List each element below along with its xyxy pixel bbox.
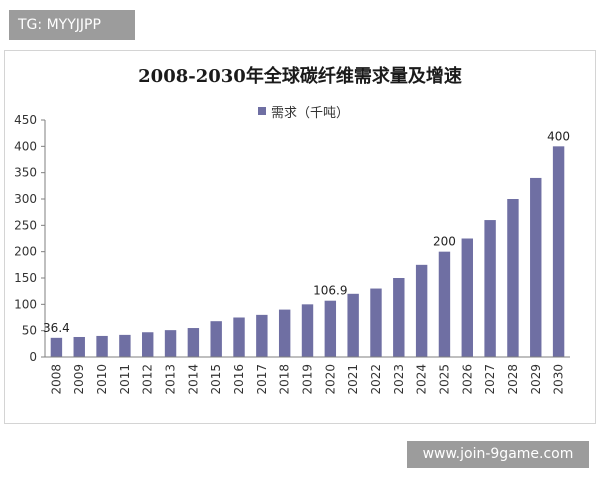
y-tick-label: 50 (22, 324, 37, 338)
bar (96, 335, 108, 357)
bar (50, 337, 63, 357)
x-tick-label: 2013 (164, 364, 178, 395)
bar (530, 177, 542, 357)
data-label: 200 (433, 235, 456, 249)
legend-label: 需求（千吨） (271, 105, 350, 121)
y-tick-label: 250 (14, 218, 37, 232)
bar (301, 304, 314, 357)
x-tick-label: 2026 (460, 364, 474, 395)
x-tick-label: 2017 (255, 364, 269, 395)
x-tick-label: 2025 (437, 364, 451, 395)
x-tick-label: 2009 (72, 364, 86, 395)
bar (552, 146, 565, 357)
watermark-top: TG: MYYJJPP (9, 10, 135, 40)
x-tick-label: 2027 (483, 364, 497, 395)
bar (256, 314, 268, 357)
y-tick-label: 100 (14, 297, 37, 311)
y-tick-label: 200 (14, 245, 37, 259)
bar (119, 334, 131, 357)
chart-frame (4, 50, 596, 424)
bar (370, 288, 382, 357)
bar (142, 332, 154, 357)
x-tick-label: 2028 (506, 364, 520, 395)
bar (164, 330, 177, 357)
data-label: 106.9 (313, 284, 347, 298)
bar (233, 317, 245, 357)
bar (461, 238, 473, 357)
bar (324, 300, 337, 357)
bar (347, 293, 359, 357)
y-tick-label: 150 (14, 271, 37, 285)
x-tick-label: 2010 (95, 364, 109, 395)
y-tick-label: 400 (14, 139, 37, 153)
x-tick-label: 2021 (346, 364, 360, 395)
x-tick-label: 2019 (301, 364, 315, 395)
x-tick-label: 2014 (186, 364, 200, 395)
data-label: 400 (547, 129, 570, 143)
legend: 需求（千吨） (258, 102, 350, 121)
y-tick-label: 300 (14, 192, 37, 206)
x-tick-label: 2016 (232, 364, 246, 395)
x-tick-label: 2018 (278, 364, 292, 395)
bar (484, 220, 496, 357)
legend-swatch (258, 107, 266, 115)
x-tick-label: 2029 (529, 364, 543, 395)
bar (507, 199, 519, 357)
y-tick-label: 450 (14, 113, 37, 127)
x-tick-label: 2030 (552, 364, 566, 395)
x-tick-label: 2020 (323, 364, 337, 395)
x-tick-label: 2022 (369, 364, 383, 395)
bar (73, 336, 85, 357)
bar (393, 278, 405, 357)
chart-title: 2008-2030年全球碳纤维需求量及增速 (138, 66, 462, 87)
y-tick-label: 0 (29, 350, 37, 364)
watermark-bottom: www.join-9game.com (407, 441, 589, 468)
x-tick-label: 2011 (118, 364, 132, 395)
bar (187, 328, 200, 357)
bar (438, 251, 451, 357)
bar (415, 264, 428, 357)
x-tick-label: 2008 (49, 364, 63, 395)
bar (278, 309, 291, 357)
data-label: 36.4 (43, 321, 70, 335)
x-tick-label: 2012 (141, 364, 155, 395)
x-tick-label: 2024 (415, 364, 429, 395)
x-tick-label: 2023 (392, 364, 406, 395)
bar (210, 321, 222, 357)
x-tick-label: 2015 (209, 364, 223, 395)
y-tick-label: 350 (14, 166, 37, 180)
